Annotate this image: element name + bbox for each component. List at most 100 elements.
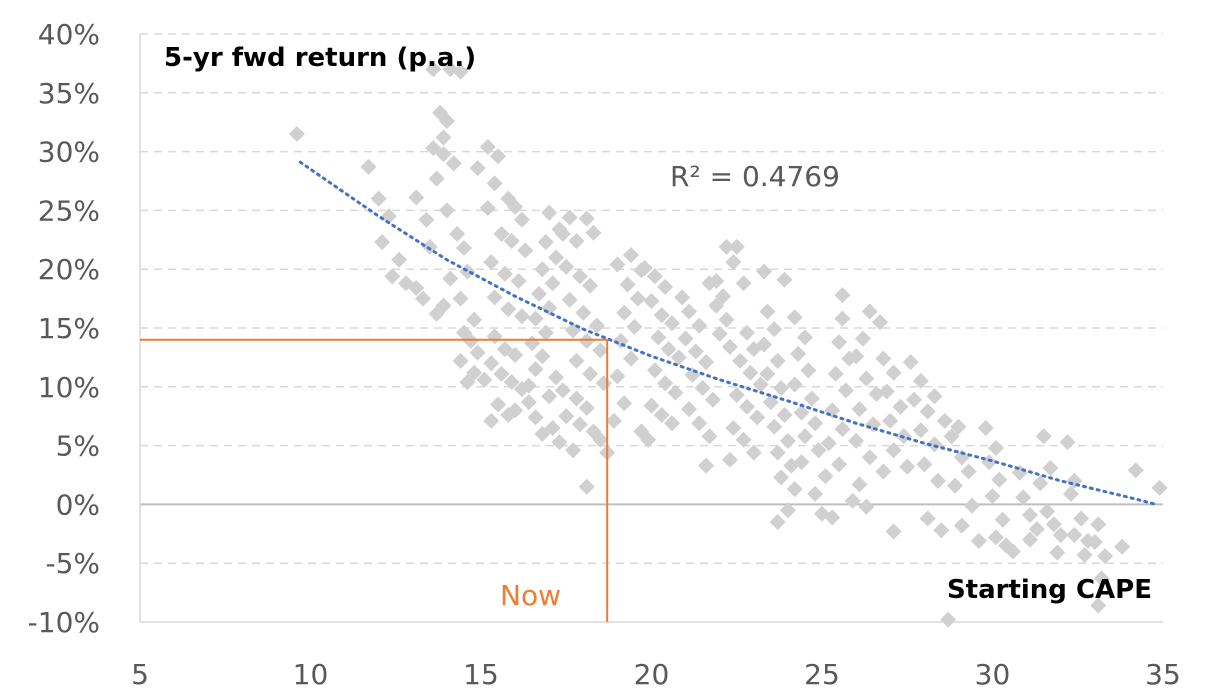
data-point (592, 342, 609, 359)
data-point (776, 271, 793, 288)
data-point (708, 297, 725, 314)
data-point (595, 375, 612, 392)
data-point (936, 412, 953, 429)
data-point (452, 290, 469, 307)
data-point (977, 419, 994, 436)
data-point (732, 352, 749, 369)
data-point (534, 261, 551, 278)
data-point (459, 374, 476, 391)
data-point (551, 434, 568, 451)
x-tick-label: 10 (293, 658, 329, 690)
data-point (445, 155, 462, 172)
data-point (991, 471, 1008, 488)
data-point (486, 289, 503, 306)
y-tick-label: 5% (56, 430, 100, 463)
data-point (960, 463, 977, 480)
data-point (745, 444, 762, 461)
data-point (670, 349, 687, 366)
data-point (425, 140, 442, 157)
data-point (1062, 485, 1079, 502)
data-point (435, 145, 452, 162)
data-point (1035, 428, 1052, 445)
data-point (803, 390, 820, 407)
data-point (912, 372, 929, 389)
data-point (288, 125, 305, 142)
data-point (834, 287, 851, 304)
data-point (906, 391, 923, 408)
data-point (738, 398, 755, 415)
data-point (1032, 475, 1049, 492)
data-point (428, 170, 445, 187)
axes (139, 34, 1163, 623)
data-point (663, 415, 680, 432)
data-point (643, 292, 660, 309)
data-point (687, 343, 704, 360)
data-point (865, 416, 882, 433)
data-point (629, 290, 646, 307)
data-point (701, 275, 718, 292)
data-point (490, 148, 507, 165)
r-squared-label: R² = 0.4769 (670, 160, 840, 193)
data-point (548, 249, 565, 266)
data-point (582, 365, 599, 382)
data-point (650, 329, 667, 346)
data-point (1086, 534, 1103, 551)
data-point (721, 451, 738, 468)
data-point (500, 301, 517, 318)
x-tick-label: 15 (463, 658, 499, 690)
data-point (1042, 459, 1059, 476)
data-point (507, 198, 524, 215)
x-tick-label: 25 (804, 658, 840, 690)
data-point (653, 407, 670, 424)
data-point (1022, 506, 1039, 523)
data-point (455, 240, 472, 257)
data-point (752, 376, 769, 393)
data-point (848, 348, 865, 365)
y-axis-label: 5-yr fwd return (p.a.) (164, 43, 476, 73)
data-point (537, 324, 554, 341)
y-tick-label: -10% (28, 606, 100, 639)
data-point (360, 158, 377, 175)
data-point (786, 309, 803, 326)
data-point (575, 304, 592, 321)
data-point (742, 364, 759, 381)
data-point (810, 442, 827, 459)
data-point (1090, 516, 1107, 533)
data-point (585, 224, 602, 241)
x-axis-label: Starting CAPE (947, 575, 1152, 605)
data-point (643, 397, 660, 414)
data-point (1127, 462, 1144, 479)
data-point (831, 334, 848, 351)
data-point (1090, 597, 1107, 614)
data-point (834, 421, 851, 438)
data-point (759, 303, 776, 320)
data-point (725, 254, 742, 271)
data-point (527, 409, 544, 426)
y-tick-label: 40% (38, 18, 100, 51)
data-point (1076, 546, 1093, 563)
data-point (1097, 548, 1114, 565)
data-point (796, 428, 813, 445)
data-point (571, 268, 588, 285)
data-point (616, 304, 633, 321)
data-point (694, 379, 711, 396)
data-point (554, 382, 571, 399)
data-point (919, 403, 936, 420)
data-point (462, 332, 479, 349)
data-point (749, 409, 766, 426)
data-point (544, 275, 561, 292)
data-point (994, 511, 1011, 528)
data-point (940, 611, 957, 628)
data-point (568, 232, 585, 249)
data-point (415, 290, 432, 307)
data-point (653, 307, 670, 324)
data-point (943, 428, 960, 445)
data-point (667, 384, 684, 401)
data-point (554, 225, 571, 242)
now-label: Now (500, 579, 561, 612)
data-point (490, 396, 507, 413)
data-point (790, 345, 807, 362)
data-point (486, 175, 503, 192)
data-point (493, 225, 510, 242)
